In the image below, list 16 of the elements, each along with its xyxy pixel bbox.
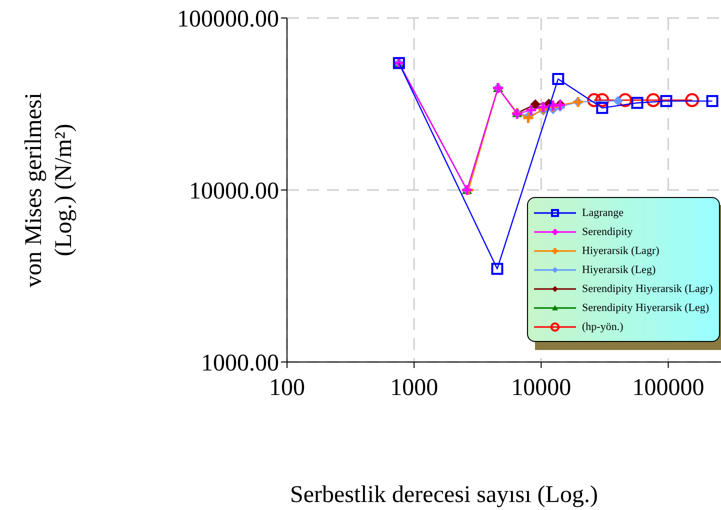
y-tick-label: 100000.00: [177, 6, 279, 33]
x-axis-title: Serbestlik derecesi sayısı (Log.): [290, 482, 598, 508]
legend-label: Serendipity Hiyerarsik (Leg): [582, 302, 710, 314]
legend-label: Serendipity: [582, 226, 633, 238]
x-tick-label: 100: [269, 375, 305, 402]
x-tick-label: 10000: [511, 375, 572, 402]
legend-label: Hiyerarsik (Leg): [582, 264, 656, 276]
y-axis-title: von Mises gerilmesi (Log.) (N/m²): [21, 92, 77, 288]
legend-label: Serendipity Hiyerarsik (Lagr): [582, 282, 713, 294]
x-tick-label: 1000: [390, 375, 438, 402]
legend-label: (hp-yön.): [582, 320, 624, 332]
x-tick-label: 100000: [632, 375, 704, 402]
y-tick-label: 10000.00: [189, 178, 279, 205]
legend-label: Hiyerarsik (Lagr): [582, 244, 660, 256]
legend-label: Lagrange: [582, 206, 624, 218]
y-tick-label: 1000.00: [201, 350, 279, 377]
